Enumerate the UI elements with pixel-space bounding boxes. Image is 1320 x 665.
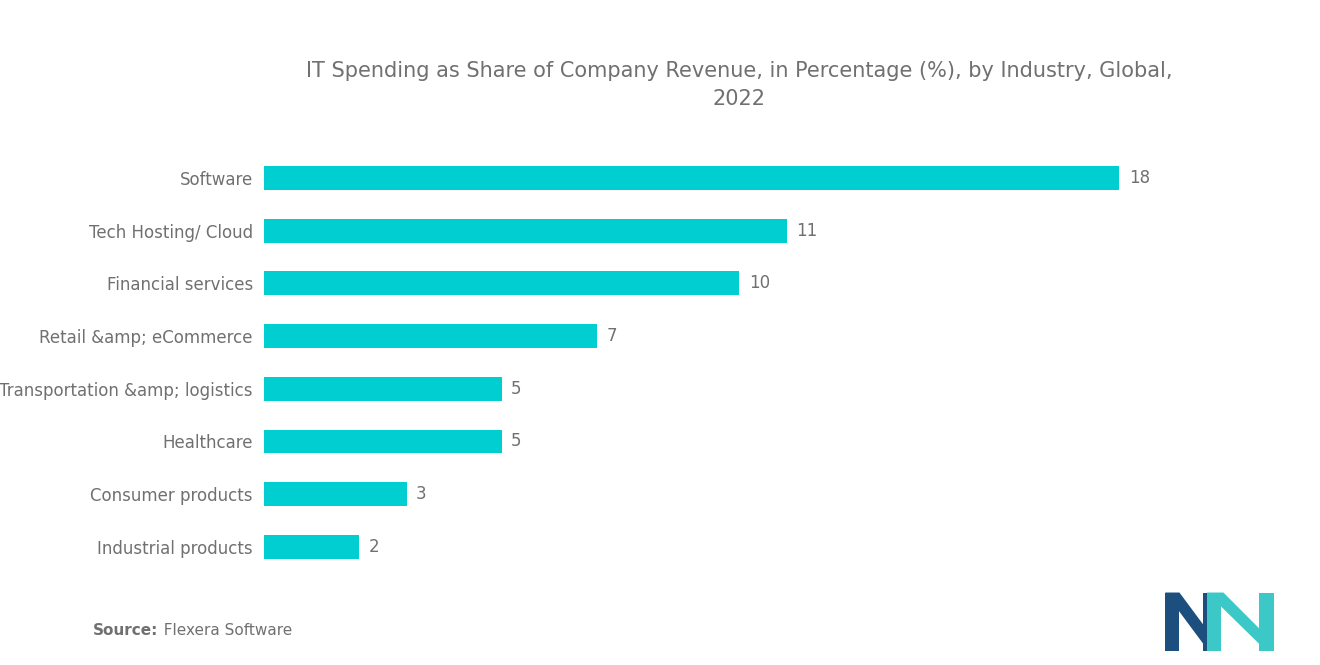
Polygon shape — [1166, 593, 1179, 651]
Bar — [264, 482, 407, 506]
Text: 5: 5 — [511, 380, 521, 398]
Polygon shape — [1206, 593, 1221, 651]
Polygon shape — [1206, 593, 1274, 644]
Bar — [264, 271, 739, 295]
Polygon shape — [1203, 593, 1217, 651]
Bar — [264, 377, 502, 400]
Text: Flexera Software: Flexera Software — [154, 623, 293, 638]
Bar — [264, 430, 502, 454]
Text: 11: 11 — [796, 221, 817, 239]
Text: 5: 5 — [511, 432, 521, 450]
Bar — [264, 166, 1119, 190]
Title: IT Spending as Share of Company Revenue, in Percentage (%), by Industry, Global,: IT Spending as Share of Company Revenue,… — [306, 61, 1172, 108]
Polygon shape — [1259, 593, 1274, 651]
Bar — [264, 219, 787, 243]
Text: 2: 2 — [368, 538, 379, 556]
Bar — [264, 325, 597, 348]
Text: 7: 7 — [606, 327, 616, 345]
Text: 10: 10 — [748, 275, 770, 293]
Bar — [264, 535, 359, 559]
Text: 18: 18 — [1129, 169, 1150, 187]
Text: 3: 3 — [416, 485, 426, 503]
Text: Source:: Source: — [92, 623, 158, 638]
Polygon shape — [1166, 593, 1217, 644]
